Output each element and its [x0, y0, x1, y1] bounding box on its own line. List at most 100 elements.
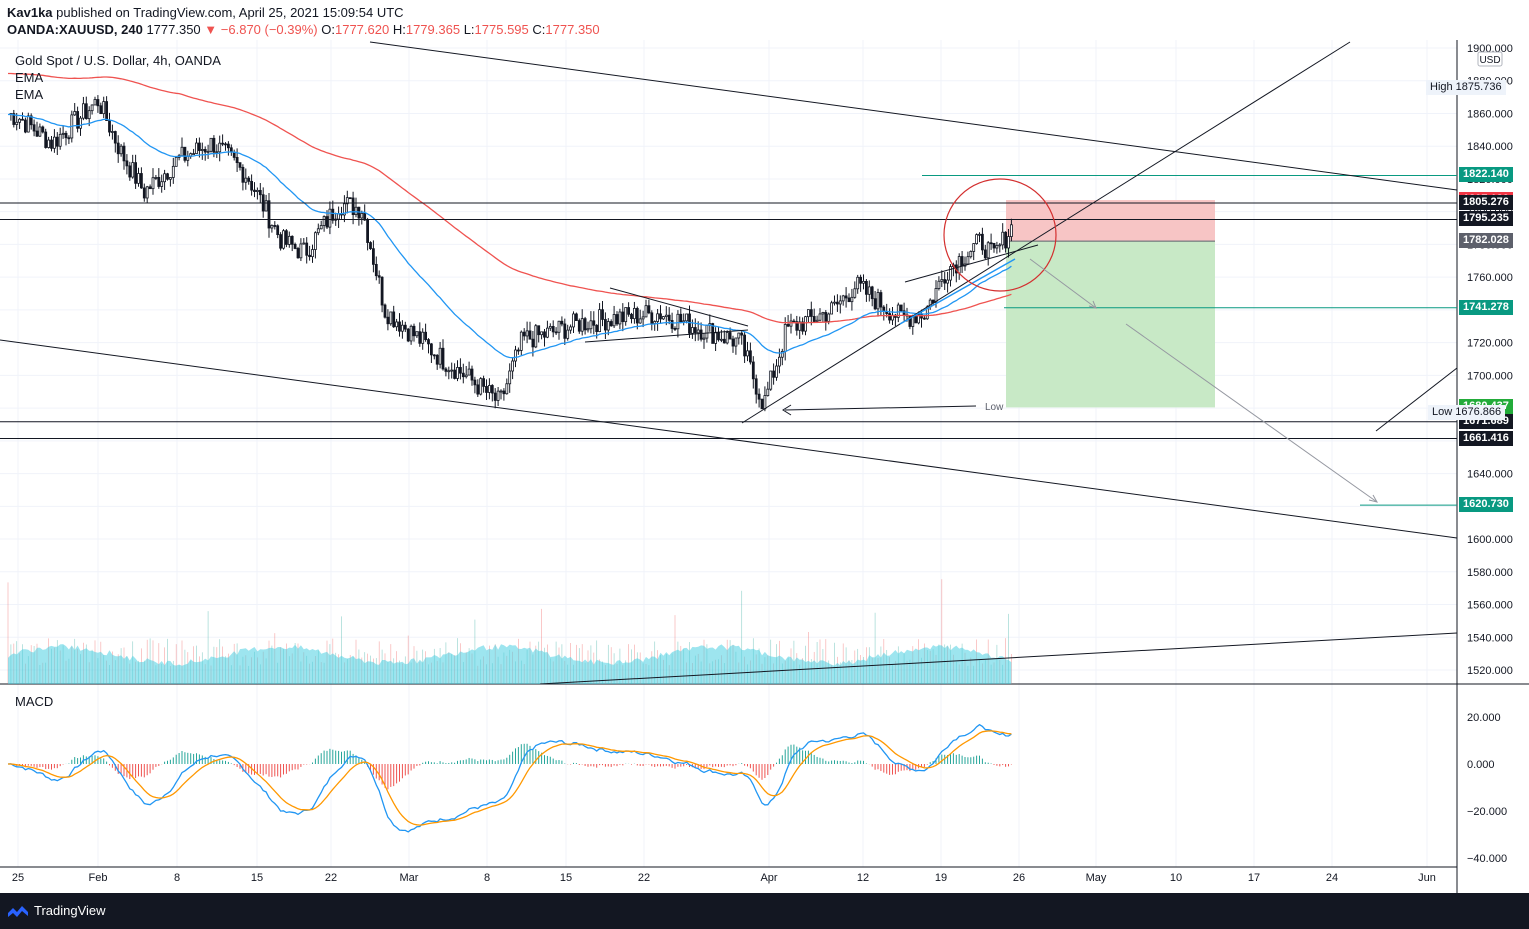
chart-title: Gold Spot / U.S. Dollar, 4h, OANDA — [15, 53, 221, 68]
wedge-upper — [609, 287, 749, 327]
candle-body — [679, 313, 683, 323]
time-tick-label: May — [1086, 872, 1107, 884]
candle-body — [392, 311, 396, 328]
candle-body — [395, 321, 399, 328]
time-tick-label: 24 — [1326, 872, 1338, 884]
candle-body — [725, 332, 729, 344]
candle-body — [322, 216, 326, 226]
candle-body — [166, 173, 169, 180]
candle-body — [575, 313, 578, 321]
price-tick-label: 1560.000 — [1467, 600, 1513, 612]
low-value: 1775.595 — [474, 22, 529, 37]
tradingview-brand[interactable]: TradingView — [34, 903, 106, 918]
candle-body — [441, 347, 445, 370]
price-chart-svg[interactable]: Low 1900.0001880.0001860.0001840.0001820… — [0, 40, 1529, 893]
candle-body — [99, 105, 103, 115]
projection-arrow — [1125, 323, 1378, 503]
close-label: C: — [532, 22, 546, 37]
candle-body — [93, 99, 97, 106]
candle-body — [757, 393, 761, 400]
candle-body — [867, 286, 871, 295]
candle-body — [981, 233, 984, 251]
macd-tick-label: −40.000 — [1467, 853, 1507, 865]
ema-legend-2[interactable]: EMA — [15, 87, 44, 102]
candle-body — [876, 292, 880, 310]
candle-body — [656, 313, 659, 322]
candle-body — [749, 350, 752, 363]
candle-body — [537, 325, 541, 336]
candle-body — [691, 327, 694, 334]
candle-body — [914, 316, 918, 324]
ohlc-line: OANDA:XAUUSD, 240 1777.350 ▼ −6.870 (−0.… — [7, 22, 600, 37]
time-tick-label: 8 — [174, 872, 180, 884]
candle-body — [972, 243, 976, 252]
candle-body — [946, 279, 949, 284]
price-change: ▼ −6.870 (−0.39%) — [204, 22, 318, 37]
candle-body — [998, 244, 1002, 247]
candle-body — [734, 337, 738, 347]
candle-body — [200, 149, 204, 151]
candle-body — [746, 350, 749, 357]
candle-body — [896, 304, 900, 318]
candle-body — [450, 369, 454, 372]
time-tick-label: 22 — [638, 872, 650, 884]
candle-body — [345, 197, 349, 205]
candle-body — [934, 288, 938, 304]
time-tick-label: 12 — [857, 872, 869, 884]
candle-body — [296, 248, 300, 259]
candle-body — [119, 145, 123, 155]
candle-body — [836, 301, 839, 305]
candle-body — [572, 313, 575, 328]
candle-body — [667, 314, 671, 321]
candle-body — [299, 243, 303, 259]
candle-body — [546, 327, 549, 338]
candle-body — [447, 370, 451, 373]
candle-body — [635, 307, 639, 324]
ema-legend-1[interactable]: EMA — [15, 70, 44, 85]
candle-body — [812, 316, 816, 322]
candle-body — [412, 325, 416, 337]
candle-body — [403, 324, 407, 330]
candle-body — [505, 383, 509, 395]
candle-body — [476, 384, 480, 395]
candle-body — [737, 332, 741, 339]
candle-body — [699, 329, 703, 340]
candle-body — [432, 354, 436, 357]
candle-body — [366, 219, 370, 243]
candle-body — [337, 213, 341, 220]
wedge-lower — [584, 329, 749, 343]
candle-body — [224, 143, 227, 146]
candle-body — [586, 328, 590, 331]
price-label: 1822.140 — [1459, 167, 1513, 183]
candle-body — [64, 132, 68, 139]
candle-body — [859, 276, 862, 284]
low-arrow — [784, 405, 977, 411]
candle-body — [302, 242, 306, 245]
candle-body — [673, 328, 677, 330]
candle-body — [714, 332, 717, 344]
author-name[interactable]: Kav1ka — [7, 5, 53, 20]
candle-body — [305, 242, 309, 256]
take-profit-zone — [1006, 241, 1215, 408]
candle-body — [467, 368, 471, 376]
candle-body — [145, 186, 149, 199]
low-label: L: — [463, 22, 475, 37]
candle-body — [258, 189, 262, 196]
candle-body — [383, 304, 387, 318]
candle-body — [351, 197, 355, 215]
price-tick-label: 1860.000 — [1467, 108, 1513, 120]
low-arrow-head — [782, 404, 792, 416]
candle-body — [525, 330, 529, 337]
right-trendline — [1375, 367, 1458, 432]
candle-body — [102, 101, 106, 115]
candle-body — [84, 103, 88, 120]
chart-area[interactable]: Low 1900.0001880.0001860.0001840.0001820… — [0, 40, 1529, 893]
candle-body — [424, 331, 428, 341]
macd-tick-label: 20.000 — [1467, 712, 1501, 724]
candle-body — [282, 230, 285, 249]
ema-slow-line — [8, 72, 1012, 324]
candle-body — [290, 235, 294, 245]
candle-body — [90, 104, 94, 112]
macd-legend[interactable]: MACD — [15, 694, 54, 709]
candle-body — [38, 126, 42, 137]
